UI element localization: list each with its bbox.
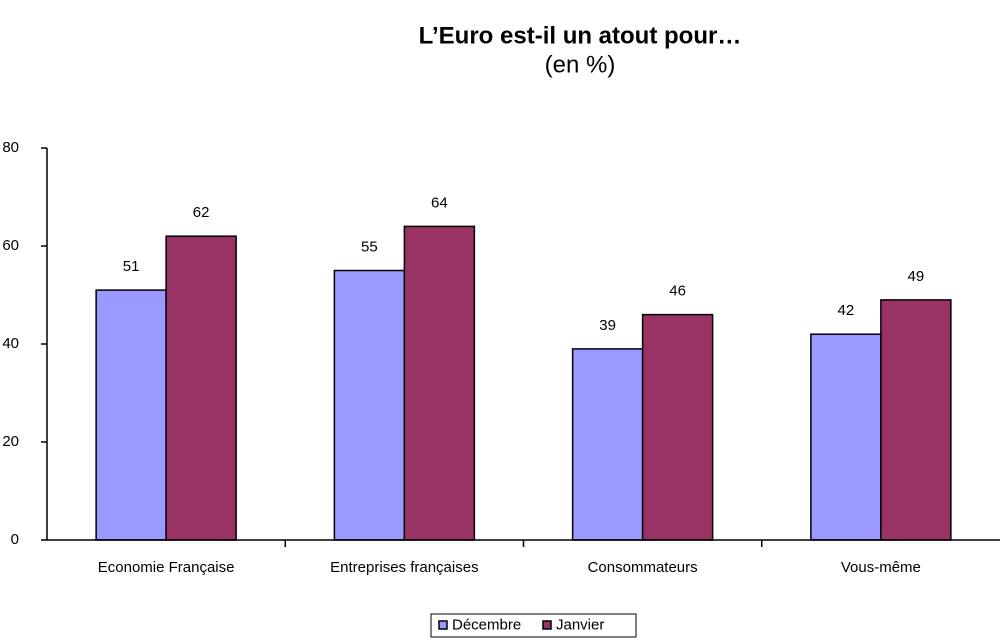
- data-label: 42: [838, 302, 855, 319]
- bar: [333, 269, 406, 541]
- data-label: 62: [193, 204, 210, 221]
- bar: [403, 225, 476, 541]
- chart-title: L’Euro est-il un atout pour…: [419, 22, 742, 49]
- bar: [880, 299, 952, 541]
- x-tick-label: Vous-même: [841, 559, 921, 576]
- x-tick-label: Economie Française: [98, 559, 235, 576]
- legend-label: Décembre: [452, 616, 521, 633]
- x-tick-label: Consommateurs: [588, 559, 698, 576]
- bar: [810, 333, 882, 541]
- y-tick-label: 40: [2, 335, 19, 352]
- data-label: 51: [123, 258, 140, 275]
- chart-subtitle: (en %): [545, 51, 616, 78]
- legend-label: Janvier: [556, 616, 604, 633]
- data-label: 55: [361, 238, 378, 255]
- y-tick-label: 60: [2, 237, 19, 254]
- y-tick-label: 20: [2, 433, 19, 450]
- legend-swatch: [438, 620, 448, 630]
- data-label: 64: [431, 194, 448, 211]
- data-label: 49: [908, 268, 925, 285]
- bar: [641, 313, 714, 541]
- legend-swatch: [542, 620, 552, 630]
- bar: [571, 348, 644, 541]
- y-tick-label: 80: [2, 139, 19, 156]
- bar: [95, 289, 167, 541]
- bar: [165, 235, 237, 541]
- x-tick-label: Entreprises françaises: [330, 559, 478, 576]
- legend-box: [430, 613, 637, 638]
- y-tick-label: 0: [11, 531, 19, 548]
- data-label: 39: [599, 317, 616, 334]
- data-label: 46: [669, 283, 686, 300]
